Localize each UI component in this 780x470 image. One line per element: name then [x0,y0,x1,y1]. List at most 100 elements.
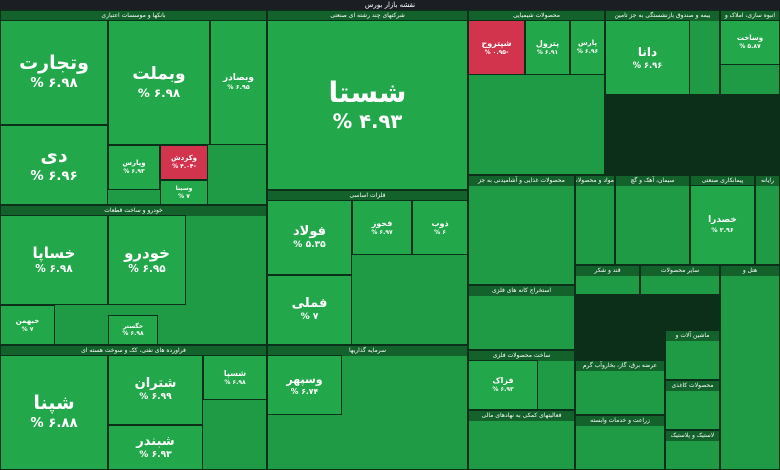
stock-tile[interactable]: فملی ۷ % [267,275,352,345]
stock-symbol: فملی [291,296,328,312]
sector-title: استخراج کانه های فلزی [469,286,574,296]
stock-tile[interactable]: فزاک ۶.۹۳ % [468,360,538,410]
stock-tile[interactable]: وساخت ۵.۸۷ % [720,20,780,65]
stock-symbol: شپتروح [481,38,512,48]
stock-symbol: وپارس [122,159,146,168]
stock-tile[interactable]: شتران ۶.۹۹ % [108,355,203,425]
stock-symbol: خودرو [124,244,170,263]
stock-symbol: وبملت [132,64,186,85]
stock-symbol: ذوب [431,218,449,228]
sector-title: فلزات اساسی [268,191,467,201]
stock-tile[interactable]: خساپا ۶.۹۸ % [0,215,108,305]
stock-tile[interactable]: شبندر ۶.۹۳ % [108,425,203,470]
sector: ماشین آلات و [665,330,720,380]
sector: فعالیتهای کمکی به نهادهای مالی [468,410,575,470]
stock-symbol: خساپا [32,244,76,263]
sector: مواد و محصولات [575,175,615,265]
sector-title: سایر محصولات [641,266,719,276]
stock-tile[interactable]: دانا ۶.۹۶ % [605,20,690,95]
sector-title: انبوه سازی، املاک و [721,11,779,21]
sector-title: قند و شکر [576,266,639,276]
stock-tile[interactable]: شپنا ۶.۸۸ % [0,355,108,470]
stock-symbol: شستا [328,76,407,110]
stock-tile[interactable]: وسپهر ۶.۷۴ % [267,355,342,415]
stock-change: ۶.۹۸ % [35,262,73,275]
sector: سیمان، آهک و گچ [615,175,690,265]
stock-symbol: پترول [535,38,560,48]
stock-symbol: وساخت [736,34,764,43]
stock-symbol: وسینا [175,185,193,192]
stock-change: ۶.۹۷ % [371,228,393,236]
stock-tile[interactable]: فولاد ۵.۳۵ % [267,200,352,275]
stock-tile[interactable]: شسپا ۶.۹۸ % [203,355,267,400]
stock-tile[interactable]: وبملت ۶.۹۸ % [108,20,210,145]
sector: لاستیک و پلاستیک [665,430,720,470]
stock-tile[interactable]: وبصادر ۶.۹۵ % [210,20,267,145]
stock-symbol: شسپا [223,368,247,378]
stock-change: ۷ % [300,312,319,323]
stock-tile[interactable]: خودرو ۶.۹۵ % [108,215,186,305]
sector-title: پیمانکاری صنعتی [691,176,754,186]
stock-change: ۶.۹۸ % [224,378,246,386]
header-title: نقشه بازار بورس [0,0,780,10]
sector: محصولات کاغذی [665,380,720,430]
stock-tile[interactable]: شپتروح -۰.۹۵ % [468,20,525,75]
stock-tile[interactable]: دی ۶.۹۶ % [0,125,108,205]
sector-title: بانکها و موسسات اعتباری [1,11,266,21]
stock-symbol: وبصادر [222,72,255,83]
stock-change: -۰.۹۵ % [484,48,509,56]
stock-tile[interactable]: خگستر ۶.۹۸ % [108,315,158,345]
stock-symbol: شپنا [33,392,75,415]
stock-tile[interactable]: فخوز ۶.۹۷ % [352,200,412,255]
sector-title: فراورده های نفتی، کک و سوخت هسته ای [1,346,266,356]
stock-symbol: فزاک [492,376,514,386]
sector: رایانه [755,175,780,265]
stock-symbol: وتجارت [19,52,89,75]
stock-tile[interactable]: پترول ۶.۹۱ % [525,20,570,75]
sector-title: ساخت محصولات فلزی [469,351,574,361]
stock-change: -۴.۰۴ % [172,163,196,171]
stock-change: ۲.۹۶ % [711,226,734,234]
stock-change: ۴.۹۳ % [332,110,403,134]
sector-title: خودرو و ساخت قطعات [1,206,266,216]
sector: زراعت و خدمات وابسته [575,415,665,470]
stock-tile[interactable]: وتجارت ۶.۹۸ % [0,20,108,125]
stock-tile[interactable]: وکردش -۴.۰۴ % [160,145,208,180]
stock-change: ۶.۹۸ % [137,85,181,100]
sector-title: فعالیتهای کمکی به نهادهای مالی [469,411,574,421]
sector-title: محصولات کاغذی [666,381,719,391]
stock-symbol: دی [40,144,68,167]
stock-tile[interactable]: وسینا ۷ % [160,180,208,205]
stock-change: ۶.۹۳ % [139,449,172,460]
stock-change: ۷ % [178,192,190,200]
sector: سایر محصولات [640,265,720,295]
stock-tile[interactable]: پارس ۶.۹۶ % [570,20,605,75]
stock-change: ۶.۸۸ % [30,416,78,432]
sector-title: محصولات شیمیایی [469,11,604,21]
stock-symbol: شبندر [136,433,175,449]
sector-title: لاستیک و پلاستیک [666,431,719,441]
stock-tile[interactable]: وپارس ۶.۹۳ % [108,145,160,190]
stock-tile[interactable]: خبهمن ۷ % [0,305,55,345]
stock-change: ۶.۹۶ % [632,59,663,70]
sector-title: شرکتهای چند رشته ای صنعتی [268,11,467,21]
sector-title: مواد و محصولات [576,176,614,186]
stock-tile[interactable]: شستا ۴.۹۳ % [267,20,468,190]
sector-title: عرضه برق، گاز، بخاروآب گرم [576,361,664,371]
stock-tile[interactable]: خصدرا ۲.۹۶ % [690,185,755,265]
stock-symbol: شتران [134,376,177,392]
stock-symbol: فولاد [292,223,326,239]
sector-title: زراعت و خدمات وابسته [576,416,664,426]
stock-change: ۵.۳۵ % [293,239,326,250]
stock-symbol: فخوز [371,218,393,228]
stock-tile[interactable]: ذوب ۶ % [412,200,468,255]
sector-title: ماشین آلات و [666,331,719,341]
sector-title: هتل و [721,266,779,276]
sector-title: رایانه [756,176,779,186]
sector-title: سرمایه گذاریها [268,346,467,356]
stock-symbol: خگستر [122,322,144,330]
sector: محصولات غذایی و آشامیدنی به جز [468,175,575,285]
sector: هتل و [720,265,780,470]
stock-symbol: دانا [637,44,658,59]
